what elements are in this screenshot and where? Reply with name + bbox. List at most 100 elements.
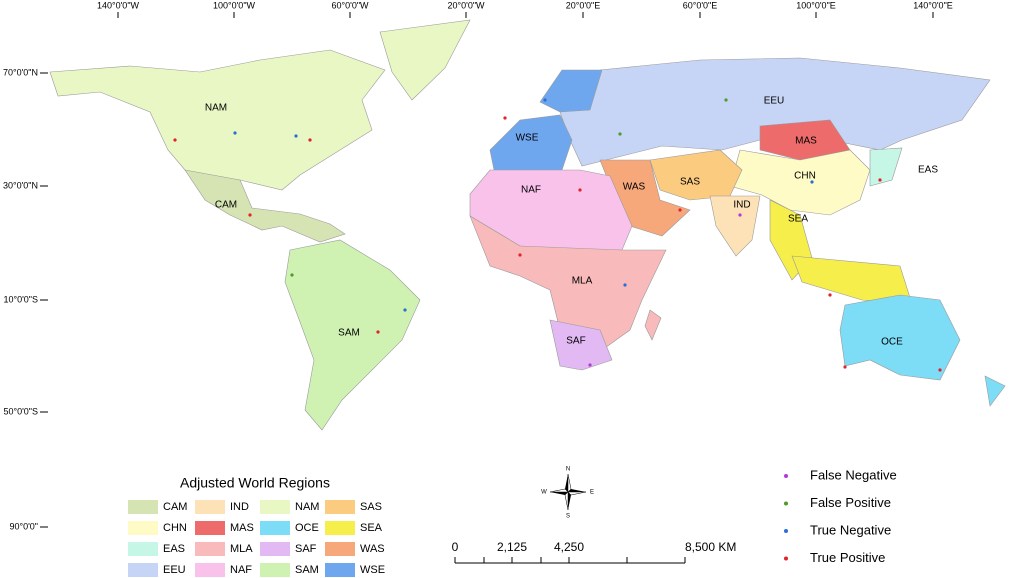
point [588,363,592,367]
longitude-label: 20°0'0"W [447,0,485,10]
point [403,308,407,312]
point [878,178,882,182]
region-chn [729,149,871,216]
point-legend-marker [784,501,788,506]
region-wse [489,114,573,177]
legend-label: IND [230,501,249,513]
region-label: SAS [680,177,700,188]
legend-label: CHN [163,522,187,534]
region-label: MLA [572,276,593,287]
point [233,131,237,135]
point-legend-label: True Negative [810,522,891,537]
region-label: WSE [516,133,539,144]
sample-points [173,98,942,372]
point [724,98,728,102]
compass-half [567,491,587,496]
region-label: EEU [764,96,785,107]
point [308,138,312,142]
longitude-label: 20°0'0"E [566,0,601,10]
region-nam [49,49,386,191]
legend-label: WSE [360,564,385,576]
region-label: IND [733,200,750,211]
region-label: NAF [521,185,541,196]
legend-swatch [325,521,355,535]
point [843,365,847,369]
north-arrow: N E S W [541,467,594,520]
point [828,293,832,297]
latitude-label: 10°0'0"S [3,294,38,304]
legend-swatch [195,500,225,514]
region-madagascar [644,309,662,341]
legend-swatch [195,521,225,535]
compass-label: W [541,490,547,496]
region-cam [184,169,346,243]
latitude-label: 50°0'0"S [3,406,38,416]
legend-label: SAF [295,543,317,555]
legend-label: EEU [163,564,186,576]
region-label: SAF [566,336,585,347]
legend-swatch [128,542,158,556]
compass-label: N [566,467,570,473]
point-legend-marker [784,474,788,478]
region-mla [469,215,667,351]
region-oce [839,294,961,381]
region-label: MAS [795,136,817,147]
legend-label: CAM [163,501,187,513]
legend-swatch [128,521,158,535]
point [738,213,742,217]
region-sas [649,149,743,201]
legend-label: EAS [163,543,185,555]
compass-half [564,491,569,511]
scale-label: 8,500 KM [685,540,736,554]
longitude-label: 60°0'0"E [683,0,718,10]
region-label: CAM [215,200,237,211]
longitude-label: 100°0'0"E [796,0,836,10]
region-sam [284,239,421,431]
point [518,253,522,257]
legend-swatch [260,563,290,577]
latitude-label: 70°0'0"N [3,67,38,77]
legend-label: SAM [295,564,319,576]
region-greenland [379,19,471,101]
scale-label: 2,125 [497,540,527,554]
legend-label: MLA [230,543,253,555]
region-label: OCE [881,337,903,348]
region-nz [984,375,1006,407]
point [678,208,682,212]
legend-swatch [195,542,225,556]
point-legend-label: False Positive [810,495,891,510]
compass-half [567,473,572,493]
region-ind [709,195,761,257]
point [290,273,294,277]
compass-label: S [566,514,570,520]
map-labels: NAM CAM SAM WSE EEU MAS CHN EAS SAS WAS … [205,96,938,348]
longitude-label: 140°0'0"W [97,0,140,10]
region-label: WAS [623,182,646,193]
point-legend-marker [784,556,788,561]
landmasses [49,19,1006,431]
legend-swatch [128,563,158,577]
legend-swatch [325,542,355,556]
longitude-label: 60°0'0"W [331,0,369,10]
region-label: NAM [205,103,227,114]
longitude-label: 100°0'0"W [213,0,256,10]
point-legend-label: False Negative [810,467,897,482]
point [810,180,814,184]
region-label: SEA [788,214,808,225]
point [376,330,380,334]
latitude-label: 30°0'0"N [3,180,38,190]
region-label: EAS [918,165,938,176]
point [173,138,177,142]
point [618,132,622,136]
point [294,134,298,138]
legend-swatch [128,500,158,514]
region-eas [869,147,903,187]
longitude-label: 140°0'0"E [913,0,953,10]
point [503,116,507,120]
legend-label: SAS [360,501,382,513]
legend-label: SEA [360,522,383,534]
legend-label: MAS [230,522,254,534]
region-wse-north [539,69,603,113]
scale-label: 4,250 [554,540,584,554]
legend-label: NAF [230,564,252,576]
